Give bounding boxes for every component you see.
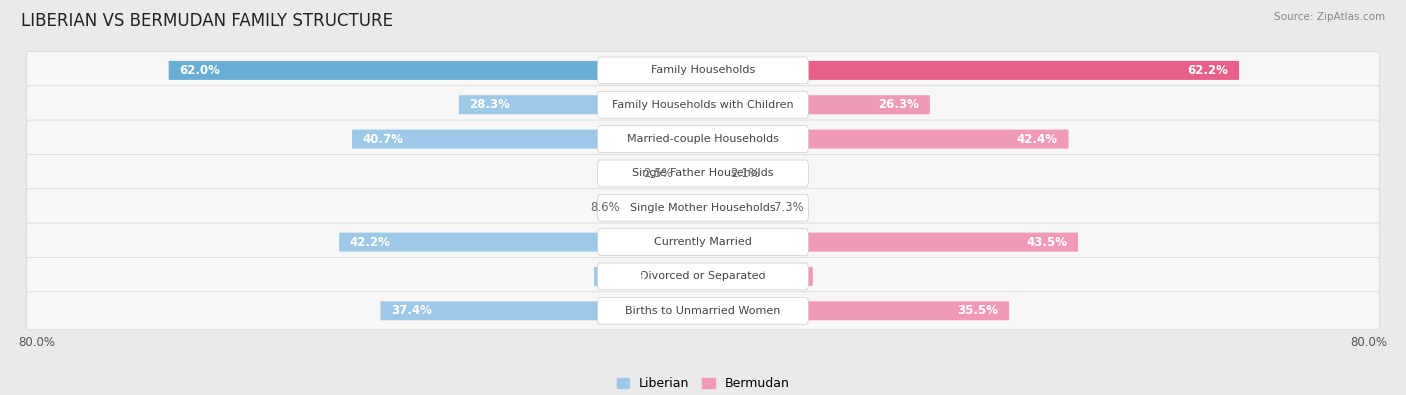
Text: 62.2%: 62.2%	[1188, 64, 1229, 77]
FancyBboxPatch shape	[681, 164, 703, 183]
FancyBboxPatch shape	[381, 301, 703, 320]
FancyBboxPatch shape	[27, 120, 1379, 158]
FancyBboxPatch shape	[703, 233, 1078, 252]
Text: Single Father Households: Single Father Households	[633, 168, 773, 179]
Text: 12.7%: 12.7%	[761, 270, 801, 283]
Text: Married-couple Households: Married-couple Households	[627, 134, 779, 144]
FancyBboxPatch shape	[598, 194, 808, 221]
Text: 26.3%: 26.3%	[879, 98, 920, 111]
FancyBboxPatch shape	[703, 164, 721, 183]
Text: Source: ZipAtlas.com: Source: ZipAtlas.com	[1274, 12, 1385, 22]
FancyBboxPatch shape	[339, 233, 703, 252]
Text: 2.5%: 2.5%	[643, 167, 673, 180]
Text: 7.3%: 7.3%	[775, 201, 804, 214]
Text: 42.2%: 42.2%	[350, 235, 391, 248]
Text: Family Households with Children: Family Households with Children	[612, 100, 794, 110]
FancyBboxPatch shape	[595, 267, 703, 286]
FancyBboxPatch shape	[27, 258, 1379, 295]
FancyBboxPatch shape	[703, 267, 813, 286]
FancyBboxPatch shape	[598, 297, 808, 324]
Text: 43.5%: 43.5%	[1026, 235, 1067, 248]
FancyBboxPatch shape	[27, 86, 1379, 124]
Text: 42.4%: 42.4%	[1017, 133, 1057, 146]
Text: 2.1%: 2.1%	[730, 167, 759, 180]
Text: 40.7%: 40.7%	[363, 133, 404, 146]
FancyBboxPatch shape	[169, 61, 703, 80]
Text: Single Mother Households: Single Mother Households	[630, 203, 776, 213]
Text: 8.6%: 8.6%	[591, 201, 620, 214]
Text: 35.5%: 35.5%	[957, 304, 998, 317]
FancyBboxPatch shape	[703, 130, 1069, 149]
FancyBboxPatch shape	[598, 263, 808, 290]
Text: Currently Married: Currently Married	[654, 237, 752, 247]
FancyBboxPatch shape	[458, 95, 703, 114]
FancyBboxPatch shape	[27, 51, 1379, 89]
Text: Divorced or Separated: Divorced or Separated	[640, 271, 766, 282]
FancyBboxPatch shape	[703, 301, 1010, 320]
FancyBboxPatch shape	[27, 223, 1379, 261]
Text: 28.3%: 28.3%	[470, 98, 510, 111]
FancyBboxPatch shape	[27, 154, 1379, 192]
Text: 80.0%: 80.0%	[18, 336, 55, 348]
Text: 80.0%: 80.0%	[1351, 336, 1388, 348]
Text: Births to Unmarried Women: Births to Unmarried Women	[626, 306, 780, 316]
Legend: Liberian, Bermudan: Liberian, Bermudan	[612, 372, 794, 395]
Text: LIBERIAN VS BERMUDAN FAMILY STRUCTURE: LIBERIAN VS BERMUDAN FAMILY STRUCTURE	[21, 12, 394, 30]
FancyBboxPatch shape	[628, 198, 703, 217]
FancyBboxPatch shape	[598, 229, 808, 256]
FancyBboxPatch shape	[598, 57, 808, 84]
Text: 62.0%: 62.0%	[180, 64, 221, 77]
FancyBboxPatch shape	[352, 130, 703, 149]
FancyBboxPatch shape	[598, 160, 808, 187]
FancyBboxPatch shape	[598, 126, 808, 152]
FancyBboxPatch shape	[598, 91, 808, 118]
FancyBboxPatch shape	[703, 95, 929, 114]
Text: 12.6%: 12.6%	[605, 270, 645, 283]
FancyBboxPatch shape	[27, 292, 1379, 330]
Text: Family Households: Family Households	[651, 66, 755, 75]
FancyBboxPatch shape	[703, 198, 766, 217]
Text: 37.4%: 37.4%	[391, 304, 432, 317]
FancyBboxPatch shape	[27, 189, 1379, 227]
FancyBboxPatch shape	[703, 61, 1239, 80]
